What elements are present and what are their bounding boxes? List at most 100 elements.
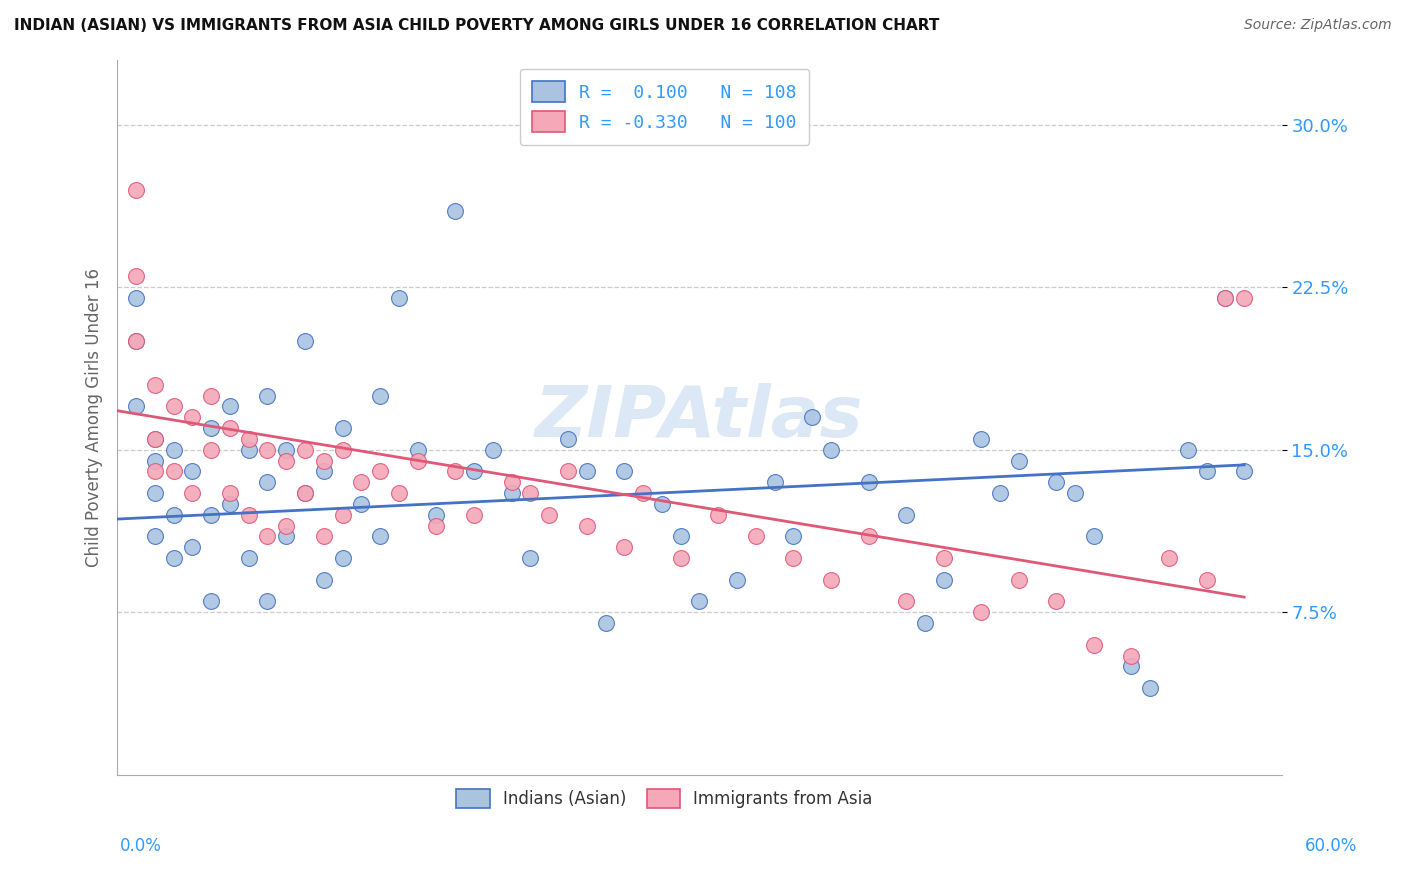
Point — [125, 400, 148, 414]
Point — [970, 432, 993, 446]
Point — [294, 486, 316, 500]
Point — [162, 464, 184, 478]
Point — [238, 432, 260, 446]
Point — [162, 442, 184, 457]
Point — [1121, 659, 1143, 673]
Point — [425, 518, 447, 533]
Point — [219, 486, 242, 500]
Point — [125, 183, 148, 197]
Point — [932, 551, 955, 566]
Point — [557, 432, 579, 446]
Point — [143, 529, 166, 543]
Point — [557, 464, 579, 478]
Point — [669, 551, 692, 566]
Y-axis label: Child Poverty Among Girls Under 16: Child Poverty Among Girls Under 16 — [86, 268, 103, 566]
Point — [143, 377, 166, 392]
Point — [463, 508, 485, 522]
Point — [1215, 291, 1237, 305]
Point — [312, 529, 335, 543]
Point — [312, 453, 335, 467]
Text: 60.0%: 60.0% — [1305, 837, 1357, 855]
Point — [669, 529, 692, 543]
Text: 0.0%: 0.0% — [120, 837, 162, 855]
Point — [988, 486, 1011, 500]
Point — [143, 453, 166, 467]
Point — [538, 508, 561, 522]
Point — [294, 486, 316, 500]
Point — [332, 442, 354, 457]
Point — [368, 388, 391, 402]
Point — [1045, 475, 1067, 490]
Point — [482, 442, 505, 457]
Point — [613, 464, 636, 478]
Point — [238, 508, 260, 522]
Point — [181, 541, 204, 555]
Point — [294, 334, 316, 349]
Point — [350, 475, 373, 490]
Point — [425, 508, 447, 522]
Point — [256, 475, 278, 490]
Point — [575, 464, 598, 478]
Point — [444, 464, 467, 478]
Point — [125, 269, 148, 284]
Point — [256, 442, 278, 457]
Point — [125, 334, 148, 349]
Point — [256, 388, 278, 402]
Point — [1157, 551, 1180, 566]
Point — [1083, 529, 1105, 543]
Point — [256, 529, 278, 543]
Point — [1195, 464, 1218, 478]
Point — [1064, 486, 1087, 500]
Point — [406, 442, 429, 457]
Point — [200, 594, 222, 608]
Point — [894, 508, 917, 522]
Point — [1233, 464, 1256, 478]
Point — [181, 410, 204, 425]
Point — [782, 551, 804, 566]
Point — [575, 518, 598, 533]
Point — [125, 291, 148, 305]
Point — [631, 486, 654, 500]
Point — [276, 453, 298, 467]
Point — [651, 497, 673, 511]
Point — [1083, 638, 1105, 652]
Point — [276, 529, 298, 543]
Point — [219, 421, 242, 435]
Point — [368, 464, 391, 478]
Point — [725, 573, 748, 587]
Point — [332, 551, 354, 566]
Point — [782, 529, 804, 543]
Point — [200, 442, 222, 457]
Point — [200, 388, 222, 402]
Point — [501, 475, 523, 490]
Point — [332, 508, 354, 522]
Point — [368, 529, 391, 543]
Point — [1139, 681, 1161, 695]
Point — [595, 616, 617, 631]
Point — [858, 529, 880, 543]
Text: Source: ZipAtlas.com: Source: ZipAtlas.com — [1244, 18, 1392, 32]
Point — [1121, 648, 1143, 663]
Point — [519, 486, 541, 500]
Point — [388, 486, 411, 500]
Point — [162, 551, 184, 566]
Point — [181, 486, 204, 500]
Point — [181, 464, 204, 478]
Point — [200, 508, 222, 522]
Point — [406, 453, 429, 467]
Point — [1045, 594, 1067, 608]
Point — [519, 551, 541, 566]
Point — [125, 334, 148, 349]
Point — [894, 594, 917, 608]
Point — [463, 464, 485, 478]
Point — [312, 464, 335, 478]
Point — [1008, 573, 1031, 587]
Point — [801, 410, 824, 425]
Point — [820, 442, 842, 457]
Point — [1177, 442, 1199, 457]
Point — [332, 421, 354, 435]
Point — [1195, 573, 1218, 587]
Point — [1233, 291, 1256, 305]
Point — [350, 497, 373, 511]
Point — [745, 529, 768, 543]
